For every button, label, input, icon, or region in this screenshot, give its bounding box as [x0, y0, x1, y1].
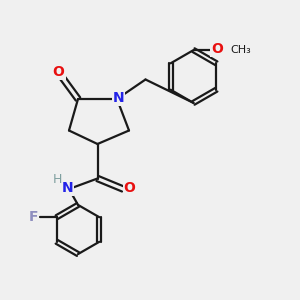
Text: O: O	[124, 181, 136, 194]
Text: O: O	[52, 65, 64, 79]
Text: N: N	[62, 181, 73, 194]
Text: N: N	[113, 91, 124, 104]
Text: F: F	[29, 210, 38, 224]
Text: O: O	[212, 42, 224, 56]
Text: CH₃: CH₃	[230, 45, 251, 55]
Text: H: H	[53, 173, 62, 186]
